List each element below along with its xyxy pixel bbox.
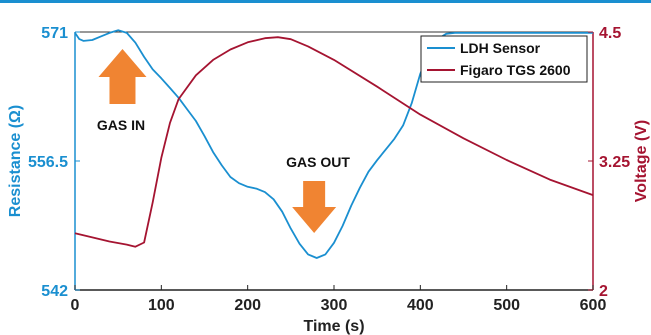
annotation-arrows <box>98 49 337 233</box>
x-axis-title: Time (s) <box>303 318 364 335</box>
gas-out-label: GAS OUT <box>286 154 350 170</box>
x-tick-label: 600 <box>580 297 607 314</box>
x-tick-label: 0 <box>71 297 80 314</box>
top-rule <box>0 0 651 3</box>
y-left-tick-labels: 542 556.5 571 <box>28 25 68 300</box>
y-right-tick-label: 3.25 <box>599 154 630 171</box>
legend: LDH Sensor Figaro TGS 2600 <box>420 35 588 83</box>
gas-in-arrow <box>98 49 147 104</box>
y-right-tick-label: 2 <box>599 283 608 300</box>
legend-label-figaro: Figaro TGS 2600 <box>460 62 571 78</box>
legend-label-ldh: LDH Sensor <box>460 40 541 56</box>
y-right-tick-labels: 2 3.25 4.5 <box>599 25 630 300</box>
x-tick-label: 300 <box>321 297 348 314</box>
x-tick-labels: 0 100 200 300 400 500 600 <box>71 297 607 314</box>
y-left-tick-label: 571 <box>41 25 68 42</box>
y-right-tick-label: 4.5 <box>599 25 621 42</box>
x-tick-label: 500 <box>493 297 520 314</box>
series-layer <box>74 29 594 259</box>
legend-box <box>420 35 588 83</box>
gas-out-arrow <box>292 181 337 233</box>
x-tick-label: 400 <box>407 297 434 314</box>
y-left-tick-label: 542 <box>41 283 68 300</box>
y-left-tick-label: 556.5 <box>28 154 68 171</box>
x-tick-label: 100 <box>148 297 175 314</box>
series-line-ldh <box>74 29 593 259</box>
y-left-axis-title: Resistance (Ω) <box>7 105 24 217</box>
y-right-axis-title: Voltage (V) <box>633 120 650 202</box>
tick-marks <box>74 31 594 291</box>
gas-in-label: GAS IN <box>97 117 145 133</box>
series-line-figaro <box>74 36 594 248</box>
x-tick-label: 200 <box>234 297 261 314</box>
